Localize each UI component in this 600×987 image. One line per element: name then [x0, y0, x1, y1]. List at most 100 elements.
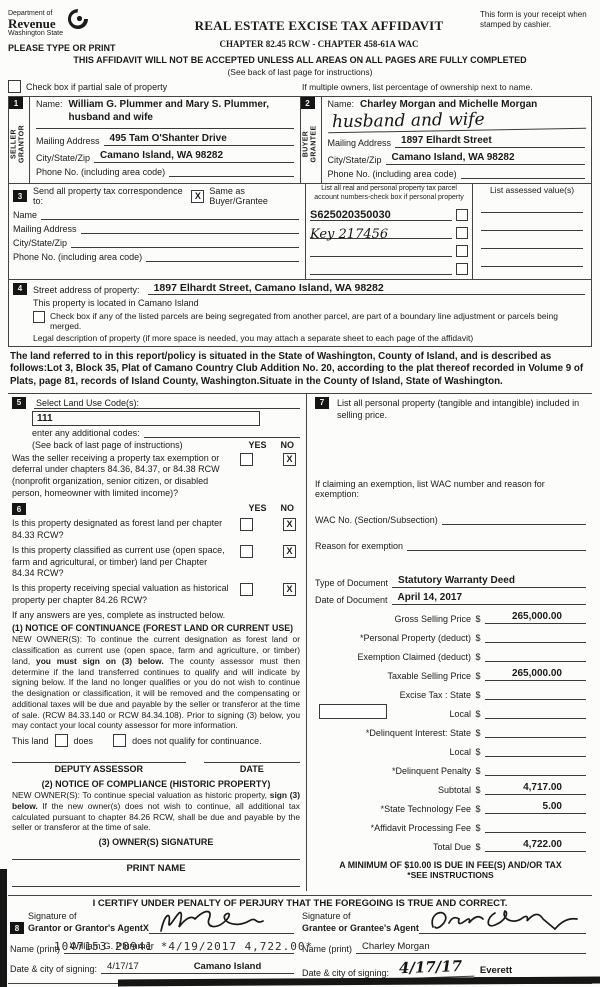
grantor-name-print-label: Name (print): [10, 944, 61, 955]
logo-revenue-label: Revenue: [8, 16, 56, 31]
current-use-question: Is this property classified as current u…: [12, 544, 225, 579]
seller-name-value: William G. Plummer and Mary S. Plummer, …: [68, 99, 270, 123]
parcel-checkbox-1: [456, 208, 468, 221]
wac-no-label: WAC No. (Section/Subsection): [315, 514, 438, 525]
section-1-badge: 1: [9, 97, 23, 109]
delinquent-penalty-value: [485, 763, 586, 776]
grantor-sig-label-2: Grantor or Grantor's Agent: [28, 922, 143, 933]
does-qualify-checkbox: [54, 734, 68, 748]
fee-row-local-1: Local $: [315, 703, 586, 719]
buyer-phone-label: Phone No. (including area code): [327, 169, 457, 179]
buyer-name-value: Charley Morgan and Michelle Morgan: [360, 99, 538, 110]
seller-city-label: City/State/Zip: [36, 153, 91, 163]
same-as-buyer-label: Same as Buyer/Grantee: [209, 186, 268, 206]
dor-swirl-icon: [65, 7, 91, 33]
fee-row-gross: Gross Selling Price $265,000.00: [315, 611, 586, 624]
street-address-label: Street address of property:: [33, 284, 140, 295]
seller-mailing-value: 495 Tam O'Shanter Drive: [103, 133, 294, 146]
personal-property-deduct-value: [485, 630, 586, 643]
certify-line: I CERTIFY UNDER PENALTY OF PERJURY THAT …: [92, 898, 508, 910]
grantee-signature: [418, 910, 586, 935]
same-as-buyer-checkbox: X: [191, 189, 205, 203]
seller-name-label: Name:: [36, 99, 63, 109]
exemption-claimed-value: [485, 649, 586, 662]
grantor-date-value: 4/17/17: [101, 961, 188, 975]
corr-mailing-label: Mailing Address: [13, 224, 77, 234]
parcel-checkbox-2: [456, 226, 468, 239]
corr-name-value: [41, 218, 299, 220]
does-not-qualify-checkbox: [113, 734, 127, 748]
form-header: Department of Revenue Washington State P…: [8, 7, 592, 53]
notice-compliance-body: NEW OWNER(S): To continue special valuat…: [12, 790, 300, 833]
send-correspondence-label: Send all property tax correspondence to:: [33, 186, 183, 206]
fee-row-affidavit-fee: *Affidavit Processing Fee $: [315, 820, 586, 833]
see-back-line: (See back of last page for instructions): [227, 67, 373, 77]
deputy-assessor-label: DEPUTY ASSESSOR: [54, 764, 144, 775]
total-due-value: 4,722.00: [485, 839, 586, 852]
fee-row-subtotal: Subtotal $4,717.00: [315, 782, 586, 795]
grantor-signature-scribble: [159, 911, 264, 933]
notice-compliance-title: (2) NOTICE OF COMPLIANCE (HISTORIC PROPE…: [41, 779, 271, 790]
corr-phone-label: Phone No. (including area code): [13, 252, 143, 262]
see-back-instructions-label: (See back of last page of instructions): [32, 439, 183, 450]
warning-line: THIS AFFIDAVIT WILL NOT BE ACCEPTED UNLE…: [73, 55, 527, 65]
section-5-badge: 5: [12, 396, 26, 409]
corr-mailing-value: [80, 232, 299, 234]
seller-phone-label: Phone No. (including area code): [36, 167, 166, 177]
partial-sale-label: Check box if partial sale of property: [26, 81, 168, 92]
if-any-answers-line: If any answers are yes, complete as inst…: [12, 610, 226, 621]
historical-question: Is this property receiving special valua…: [12, 582, 229, 605]
excise-state-value: [485, 687, 586, 700]
historical-yes-checkbox: [240, 582, 253, 596]
corr-phone-value: [146, 260, 299, 262]
grantee-signature-scribble: [431, 910, 578, 931]
taxable-selling-price-value: 265,000.00: [485, 668, 586, 681]
buyer-phone-value: [460, 177, 585, 179]
notice-continuance-body: NEW OWNER(S): To continue the current de…: [12, 634, 300, 731]
forest-yes-checkbox: [240, 518, 253, 532]
current-use-no-checkbox: X: [283, 544, 296, 558]
grantor-signature-block: 8 Signature of Grantor or Grantor's Agen…: [8, 911, 300, 978]
correspondence-section: 3 Send all property tax correspondence t…: [8, 184, 592, 280]
owners-signature-title: (3) OWNER(S) SIGNATURE: [98, 837, 214, 848]
logo-state-label: Washington State: [8, 30, 63, 37]
yes-header-5: YES: [248, 439, 267, 450]
fee-row-taxable: Taxable Selling Price $265,000.00: [315, 668, 586, 681]
print-name-title: PRINT NAME: [126, 863, 186, 875]
fee-row-total: Total Due $4,722.00: [315, 839, 586, 852]
grantor-x-mark: X: [142, 922, 149, 933]
scan-artifact-left: [0, 869, 7, 987]
seller-box: 1 SELLER GRANTOR Name: William G. Plumme…: [9, 97, 300, 183]
parcel-numbers-header: List all real and personal property tax …: [314, 185, 464, 201]
section-4-badge: 4: [13, 282, 27, 295]
parcel-checkbox-3: [456, 244, 468, 257]
buyer-city-label: City/State/Zip: [327, 155, 382, 165]
section-3-badge: 3: [13, 190, 27, 202]
fee-row-local-2: Local $: [315, 744, 586, 757]
grantor-city-value: Camano Island: [187, 961, 294, 975]
cashier-stamp: 1047153 28941 *4/19/2017 4,722.00*: [54, 940, 314, 953]
land-use-code-value: 111: [32, 410, 260, 426]
local-amount-box: [319, 703, 387, 719]
forest-land-question: Is this property designated as forest la…: [12, 518, 223, 541]
date-of-document-label: Date of Document: [315, 594, 388, 605]
subtotal-value: 4,717.00: [485, 782, 586, 795]
fee-row-excise-state: Excise Tax : State $: [315, 687, 586, 700]
legal-description-label: Legal description of property (if more s…: [33, 332, 474, 343]
corr-city-label: City/State/Zip: [13, 238, 68, 248]
parcel-handwritten-value: Key 217456: [310, 227, 452, 242]
grantee-sig-label-2: Grantee or Grantee's Agent: [302, 922, 419, 933]
receipt-note: This form is your receipt when stamped b…: [480, 10, 587, 29]
fee-row-personal: *Personal Property (deduct) $: [315, 630, 586, 643]
state-technology-fee-value: 5.00: [485, 801, 586, 814]
fee-row-exemption: Exemption Claimed (deduct) $: [315, 649, 586, 662]
grantor-signature: [148, 911, 294, 935]
fee-row-delinq-interest-state: *Delinquent Interest: State $: [315, 725, 586, 738]
this-land-label: This land: [12, 735, 49, 746]
grantee-sig-label-1: Signature of: [302, 911, 351, 922]
section-8-badge: 8: [10, 922, 24, 935]
no-header-6: NO: [280, 503, 295, 514]
grantee-name-print-label: Name (print): [302, 944, 353, 955]
minimum-fee-line: A MINIMUM OF $10.00 IS DUE IN FEE(S) AND…: [339, 859, 562, 870]
corr-name-label: Name: [13, 210, 38, 220]
